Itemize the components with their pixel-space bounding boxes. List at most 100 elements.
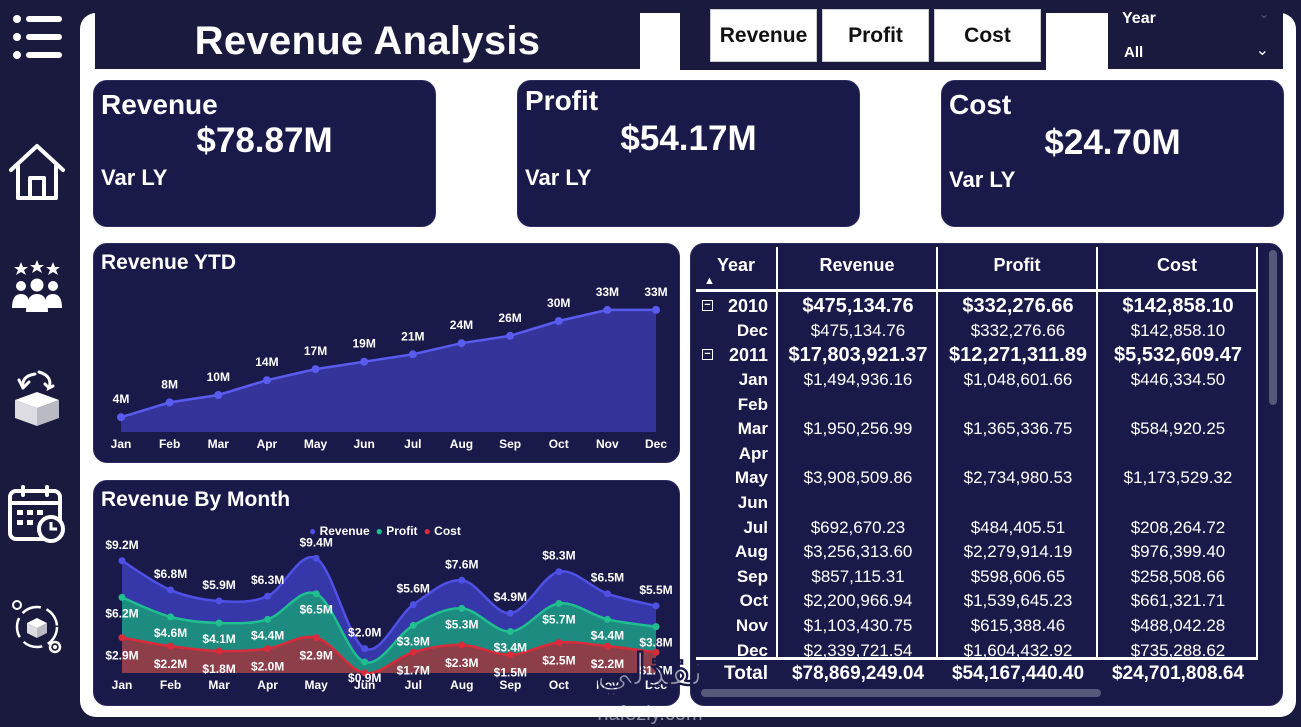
revenue-cell: $1,103,430.75 [803,616,913,636]
x-tick-label: Oct [549,437,569,451]
total-cost: $24,701,808.64 [1111,662,1245,684]
cost-point [555,639,563,646]
table-row[interactable]: Apr [696,442,1258,467]
cost-point [458,641,466,649]
x-tick-label: Aug [450,437,473,451]
collapse-chevron-icon[interactable]: ⌄ [1258,7,1269,21]
collapse-icon[interactable]: − [702,299,713,311]
table-row[interactable]: Mar $1,950,256.99 $1,365,336.75 $584,920.25 [696,417,1258,442]
card-title: Cost [949,89,1012,120]
slicer-value[interactable]: All [1124,44,1144,61]
profit-cell: $332,276.66 [970,320,1066,340]
horizontal-scrollbar[interactable] [701,689,1101,697]
profit-data-label: $5.3M [445,617,478,631]
revenue-point [264,592,272,600]
revenue-data-label: $5.6M [397,582,430,596]
cost-data-label: $2.5M [542,654,575,668]
legend-cost[interactable]: ● Cost [423,524,461,538]
cost-button[interactable]: Cost [934,9,1041,62]
revenue-point [312,554,320,562]
profit-point [312,590,320,598]
ytd-line [120,308,656,419]
table-row[interactable]: − 2010 $475,134.76 $332,276.66 $142,858.10 [696,294,1258,319]
table-row[interactable]: Nov $1,103,430.75 $615,388.46 $488,042.28 [696,614,1258,639]
cost-point [264,645,272,653]
profit-point [458,604,466,612]
revenue-point [118,557,126,565]
x-tick-label: Apr [257,437,278,451]
column-header-revenue[interactable]: Revenue [778,247,938,289]
revenue-cell: $1,494,936.16 [803,370,913,390]
sort-ascending-icon[interactable]: ▲ [704,275,715,287]
x-tick-label: Jan [111,437,132,451]
table-row[interactable]: May $3,908,509.86 $2,734,980.53 $1,173,529.… [696,466,1258,491]
ytd-point [165,398,174,407]
profit-data-label: $3.9M [397,634,430,648]
revenue-point [506,609,514,617]
x-tick-label: Jul [405,678,422,692]
table-row[interactable]: Aug $3,256,313.60 $2,279,914.19 $976,399.40 [696,540,1258,565]
collapse-icon[interactable]: − [702,348,713,360]
row-label: May [734,468,768,488]
revenue-cell: $3,908,509.86 [803,468,913,488]
profit-point [603,615,611,623]
revenue-button[interactable]: Revenue [710,9,817,62]
page-title: Revenue Analysis [194,18,541,63]
ytd-data-label: 14M [255,355,278,369]
cost-cell: $735,288.62 [1130,640,1226,660]
profit-point [652,623,660,631]
table-row[interactable]: Jul $692,670.23 $484,405.51 $208,264.72 [696,515,1258,540]
revenue-data-label: $5.9M [202,578,235,592]
returns-icon[interactable] [6,367,68,429]
ytd-point [457,339,466,348]
products-icon[interactable] [6,596,68,658]
title-bar: Revenue Analysis [95,13,640,69]
ytd-point [311,365,320,374]
calendar-icon[interactable] [6,483,68,545]
year-slicer[interactable]: Year ⌄ All ⌄ [1108,3,1283,69]
table-row[interactable]: Dec $475,134.76 $332,276.66 $142,858.10 [696,319,1258,344]
table-row[interactable]: Jan $1,494,936.16 $1,048,601.66 $446,334.50 [696,368,1258,393]
revenue-ytd-panel: Revenue YTD 4M Jan 8M Feb 10M Mar 14M Apr 17M May… [93,243,680,463]
revenue-cell: $2,339,721.54 [803,640,913,660]
slicer-label: Year [1122,10,1156,27]
row-label: Sep [736,566,768,586]
legend-revenue[interactable]: ● Revenue [309,524,370,538]
ytd-point [603,305,612,314]
cost-data-label: $2.9M [105,649,138,663]
row-label: Mar [737,419,768,439]
profit-button[interactable]: Profit [822,9,929,62]
column-header-year[interactable]: Year ▲ [696,247,778,289]
table-row[interactable]: Jun [696,491,1258,516]
table-row[interactable]: Sep $857,115.31 $598,606.65 $258,508.66 [696,565,1258,590]
chevron-down-icon[interactable]: ⌄ [1255,42,1269,59]
cost-cell: $1,173,529.32 [1123,468,1233,488]
x-tick-label: May [304,437,328,451]
cost-cell: $584,920.25 [1130,419,1226,439]
ytd-data-label: 21M [401,329,424,343]
column-header-cost[interactable]: Cost [1098,247,1258,289]
table-row[interactable]: − 2011 $17,803,921.37 $12,271,311.89 $5,532,… [696,343,1258,368]
column-header-profit[interactable]: Profit [938,247,1098,289]
vertical-scrollbar[interactable] [1269,250,1277,405]
legend-profit[interactable]: ● Profit [375,524,418,538]
customers-icon[interactable] [6,255,68,317]
cost-data-label: $1.8M [202,662,235,676]
home-icon[interactable] [6,140,68,202]
ytd-data-label: 30M [547,296,570,310]
menu-icon[interactable] [6,6,68,68]
revenue-point [555,568,563,576]
revenue-point [652,602,660,610]
table-row[interactable]: Feb [696,392,1258,417]
x-tick-label: Nov [596,437,619,451]
table-row[interactable]: Dec $2,339,721.54 $1,604,432.92 $735,288.62 [696,638,1258,663]
row-label: Apr [738,443,768,463]
profit-cell: $332,276.66 [962,294,1074,317]
profit-data-label: $0.9M [348,671,381,685]
card-subtitle: Var LY [525,165,592,190]
cost-point [167,642,175,650]
table-total-row: Total $78,869,249.04 $54,167,440.40 $24,… [696,657,1258,687]
total-label: Total [724,662,768,684]
ytd-data-label: 24M [450,318,473,332]
table-row[interactable]: Oct $2,200,966.94 $1,539,645.23 $661,321.71 [696,589,1258,614]
